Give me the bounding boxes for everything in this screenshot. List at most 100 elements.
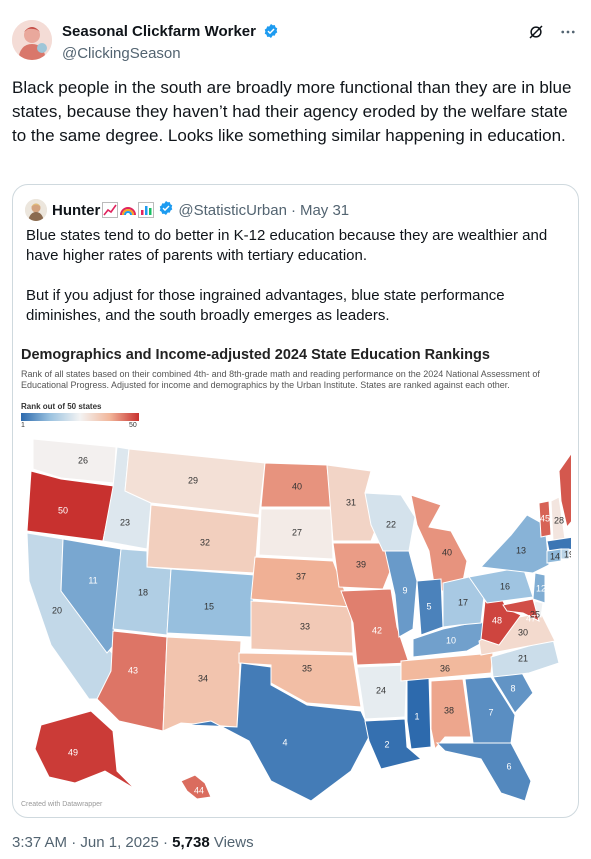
tweet-text: Black people in the south are broadly mo… — [12, 78, 577, 145]
state-ri[interactable] — [560, 548, 570, 560]
state-la[interactable] — [364, 718, 423, 770]
tweet-header: Seasonal Clickfarm Worker @ClickingSeaso… — [12, 20, 579, 64]
quoted-author-avatar[interactable] — [25, 199, 47, 221]
state-ia[interactable] — [332, 542, 396, 590]
quoted-tweet-text: Blue states tend to do better in K-12 ed… — [26, 227, 548, 324]
state-rank-label-ne: 37 — [296, 571, 306, 581]
quoted-tweet[interactable]: Hunter @StatisticUrban · May 31 Blue sta… — [12, 184, 579, 818]
state-rank-label-or: 50 — [58, 505, 68, 515]
chart-subtitle: Rank of all states based on their combin… — [21, 369, 540, 390]
state-al[interactable] — [430, 678, 472, 751]
meta-separator: · — [162, 834, 168, 851]
state-hi[interactable] — [180, 774, 212, 800]
state-rank-label-de: 25 — [530, 609, 540, 619]
chart-credit: Created with Datawrapper — [21, 801, 103, 808]
state-rank-label-il: 9 — [402, 585, 407, 595]
state-rank-label-sd: 27 — [292, 527, 302, 537]
state-ks[interactable] — [250, 600, 354, 654]
state-vt[interactable] — [538, 500, 552, 538]
state-rank-label-mt: 29 — [188, 475, 198, 485]
state-rank-label-oh: 17 — [458, 597, 468, 607]
tweet-meta: 3:37 AM · Jun 1, 2025 · 5,738 Views — [12, 834, 254, 851]
tweet-date[interactable]: Jun 1, 2025 — [80, 834, 159, 851]
state-rank-label-ri: 19 — [564, 549, 571, 559]
state-rank-label-la: 2 — [384, 739, 389, 749]
state-rank-label-ok: 35 — [302, 663, 312, 673]
state-me[interactable] — [558, 451, 571, 529]
legend-title: Rank out of 50 states — [21, 402, 102, 411]
state-rank-label-ga: 7 — [488, 707, 493, 717]
education-ranking-map-chart[interactable]: Demographics and Income-adjusted 2024 St… — [21, 345, 571, 811]
state-rank-label-ut: 18 — [138, 587, 148, 597]
state-tx[interactable] — [186, 662, 372, 801]
state-rank-label-tx: 4 — [282, 737, 287, 747]
state-rank-label-nv: 11 — [88, 575, 97, 585]
chart-increasing-icon — [102, 202, 119, 218]
state-rank-label-wi: 22 — [386, 519, 396, 529]
state-ak[interactable] — [34, 710, 136, 790]
state-ny[interactable] — [479, 514, 550, 574]
quoted-separator: · — [290, 201, 296, 219]
state-nv[interactable] — [60, 538, 122, 654]
state-rank-label-hi: 44 — [194, 785, 204, 795]
meta-separator: · — [71, 834, 77, 851]
state-rank-label-nd: 40 — [292, 481, 302, 491]
state-rank-label-vt: 45 — [540, 513, 550, 523]
state-wa[interactable] — [32, 438, 117, 484]
state-rank-label-wy: 32 — [200, 537, 210, 547]
grok-icon[interactable] — [527, 23, 545, 41]
quoted-tweet-header: Hunter @StatisticUrban · May 31 — [25, 199, 349, 221]
quoted-author-handle[interactable]: @StatisticUrban — [178, 201, 287, 219]
legend-min: 1 — [21, 422, 25, 429]
state-rank-label-ct: 14 — [550, 551, 560, 561]
state-rank-label-wa: 26 — [78, 455, 88, 465]
state-ar[interactable] — [356, 664, 408, 720]
state-rank-label-md: 47 — [526, 613, 536, 623]
author-name[interactable]: Seasonal Clickfarm Worker — [62, 23, 256, 40]
author-handle[interactable]: @ClickingSeason — [62, 45, 181, 62]
state-rank-label-nj: 12 — [536, 583, 546, 593]
state-md[interactable] — [502, 598, 540, 622]
state-rank-label-tn: 36 — [440, 663, 450, 673]
views-label[interactable]: Views — [213, 834, 254, 851]
state-ma[interactable] — [546, 536, 571, 552]
rainbow-icon — [120, 202, 137, 218]
state-nm[interactable] — [162, 636, 242, 732]
state-mi[interactable] — [410, 494, 468, 592]
state-rank-label-in: 5 — [426, 601, 431, 611]
state-rank-label-co: 15 — [204, 601, 214, 611]
quoted-author-name[interactable]: Hunter — [52, 201, 101, 219]
state-nj[interactable] — [532, 572, 546, 604]
state-rank-label-nc: 21 — [518, 653, 528, 663]
us-state-map: 2650201123293218154334402737333543139422… — [26, 438, 571, 801]
state-rank-label-ak: 49 — [68, 747, 78, 757]
state-tn[interactable] — [400, 652, 494, 682]
state-rank-label-fl: 6 — [506, 761, 511, 771]
state-rank-label-ia: 39 — [356, 559, 366, 569]
state-mt[interactable] — [124, 448, 266, 516]
state-rank-label-ma: 3 — [570, 543, 571, 553]
state-rank-label-ks: 33 — [300, 621, 310, 631]
tweet-time[interactable]: 3:37 AM — [12, 834, 68, 851]
state-rank-label-ky: 10 — [446, 635, 456, 645]
state-ct[interactable] — [546, 548, 562, 564]
state-rank-label-ms: 1 — [414, 711, 419, 721]
state-rank-label-mi: 40 — [442, 547, 452, 557]
state-rank-label-id: 23 — [120, 517, 130, 527]
state-il[interactable] — [384, 550, 418, 638]
state-sd[interactable] — [258, 508, 334, 560]
state-rank-label-mo: 42 — [372, 625, 382, 635]
author-avatar[interactable] — [12, 20, 52, 60]
state-rank-label-pa: 16 — [500, 581, 510, 591]
views-count: 5,738 — [172, 834, 210, 851]
state-rank-label-az: 43 — [128, 665, 138, 675]
state-ga[interactable] — [464, 676, 516, 744]
quoted-date[interactable]: May 31 — [299, 201, 350, 219]
more-options-icon[interactable] — [559, 23, 577, 41]
state-rank-label-ar: 24 — [376, 685, 386, 695]
legend-max: 50 — [129, 422, 137, 429]
state-fl[interactable] — [435, 742, 532, 801]
chart-title: Demographics and Income-adjusted 2024 St… — [21, 347, 490, 363]
state-rank-label-nh: 28 — [554, 515, 564, 525]
state-rank-label-nm: 34 — [198, 673, 208, 683]
